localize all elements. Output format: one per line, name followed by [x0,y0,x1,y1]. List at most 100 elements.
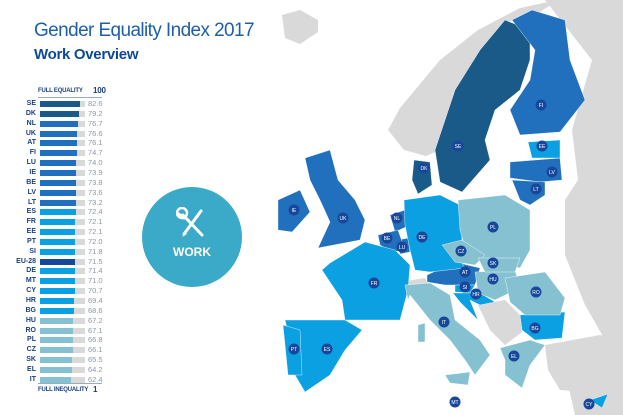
score-bar [40,189,77,196]
score-bar [40,219,76,226]
country-el[interactable] [499,339,546,389]
country-label-hu: HU [489,277,497,283]
country-bg[interactable] [519,311,566,341]
score-bar-track [40,307,85,314]
score-bar-track [40,376,85,383]
score-bar [40,307,74,314]
country-marker-ie [288,204,300,216]
score-value: 76.7 [88,118,103,128]
score-value: 68.6 [88,305,103,315]
country-label-fi: FI [539,103,543,109]
score-bar [40,298,75,304]
country-marker-lu [396,241,408,253]
score-value: 73.2 [88,197,103,207]
score-bar [40,258,76,265]
score-bar [40,179,77,186]
land-turkey [545,335,623,395]
score-bar [40,366,72,373]
score-value: 71.5 [88,256,103,266]
ranking-row-cy: CY 70.7 [0,286,110,296]
country-marker-at [459,266,471,278]
country-label-hr: HR [472,292,480,298]
country-code: HR [25,297,36,304]
country-marker-cy [583,398,595,410]
country-label-sk: SK [490,261,497,267]
score-value: 71.0 [88,276,103,286]
country-code: IT [29,375,36,383]
country-label-uk: UK [340,216,348,222]
score-bar [40,130,78,137]
divider [38,383,102,384]
land-east [545,0,623,415]
country-code: SI [29,247,36,255]
country-fr[interactable] [321,241,411,321]
country-code: LT [27,198,36,206]
country-cy[interactable] [589,393,609,409]
country-marker-si [459,281,471,293]
score-value: 67.1 [88,325,103,335]
score-bar [40,327,74,334]
country-marker-fi [535,99,547,111]
score-value: 62.4 [88,374,103,384]
divider [38,97,102,98]
score-bar-track [40,268,85,275]
score-bar-track [40,258,85,265]
ranking-row-hu: HU 67.2 [0,316,110,326]
page-subtitle: Work Overview [34,46,139,63]
score-value: 66.8 [88,335,103,345]
ranking-row-fr: FR 72.1 [0,217,110,227]
country-uk[interactable] [304,149,366,249]
country-code: EE [26,228,36,236]
country-code: BG [25,306,37,314]
country-it[interactable] [444,371,471,386]
ranking-row-mt: MT 71.0 [0,276,110,286]
score-bar [40,150,77,157]
country-code: SE [26,100,36,107]
ranking-row-ro: RO 67.1 [0,326,110,336]
score-bar [40,199,76,206]
score-bar-track [40,248,85,255]
ranking-row-bg: BG 68.6 [0,306,110,316]
score-bar-track [40,179,85,186]
ranking-row-se: SE 82.6 [0,99,110,109]
land-iceland [282,10,318,44]
country-label-si: SI [463,285,468,291]
score-value: 70.7 [88,286,103,296]
ranking-row-de: DE 71.4 [0,266,110,276]
country-label-se: SE [455,144,462,150]
score-value: 76.1 [88,138,103,148]
ranking-row-ee: EE 72.1 [0,227,110,237]
score-bar [40,160,77,167]
score-bar [40,120,78,127]
score-bar [40,278,75,285]
ranking-row-it: IT 62.4 [0,375,110,385]
score-bar [40,376,72,383]
land-balkans [478,300,522,345]
country-fi[interactable] [509,9,586,136]
country-code: NL [26,119,36,127]
score-bar-track [40,298,85,304]
country-sk[interactable] [477,257,521,273]
country-marker-pt [288,343,300,355]
score-bar-track [40,160,85,167]
score-bar [40,288,75,295]
score-value: 69.4 [88,296,103,305]
scale-top-label: FULL EQUALITY [38,88,83,94]
score-bar [40,268,76,275]
score-value: 72.1 [88,227,103,237]
scale-bottom-value: 1 [93,385,98,394]
country-marker-lv [546,166,558,178]
country-it[interactable] [417,322,426,343]
country-label-pl: PL [490,225,496,231]
score-bar [40,337,74,344]
country-label-de: DE [419,235,427,241]
country-label-lv: LV [549,170,555,176]
country-label-pt: PT [291,347,297,353]
country-marker-mt [449,396,461,408]
country-it[interactable] [404,282,491,376]
score-bar-track [40,288,85,295]
score-value: 66.1 [88,345,103,355]
country-label-nl: NL [394,216,401,222]
country-label-ee: EE [539,144,546,150]
